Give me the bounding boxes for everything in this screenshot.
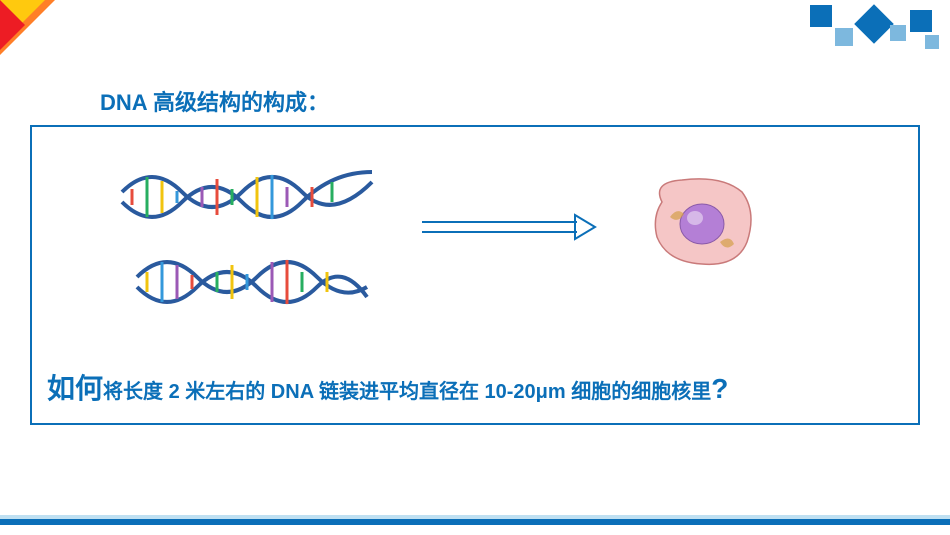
- question-body: 将长度 2 米左右的 DNA 链装进平均直径在 10-20μm 细胞的细胞核里: [103, 381, 711, 403]
- cell-illustration: [642, 172, 757, 272]
- question-suffix: ?: [711, 373, 728, 404]
- dna-strand-upper: [122, 172, 372, 219]
- arrow-icon: [417, 212, 597, 242]
- slide-title: DNA 高级结构的构成：: [100, 85, 329, 117]
- top-squares-decoration: [770, 0, 950, 60]
- question-prefix: 如何: [47, 373, 103, 404]
- question-text: 如何将长度 2 米左右的 DNA 链装进平均直径在 10-20μm 细胞的细胞核…: [47, 369, 903, 408]
- dna-strand-lower: [137, 260, 367, 304]
- content-frame: 如何将长度 2 米左右的 DNA 链装进平均直径在 10-20μm 细胞的细胞核…: [30, 125, 920, 425]
- bottom-bar-decoration: [0, 515, 950, 525]
- dna-illustration: [107, 147, 387, 337]
- corner-badge: [0, 0, 60, 60]
